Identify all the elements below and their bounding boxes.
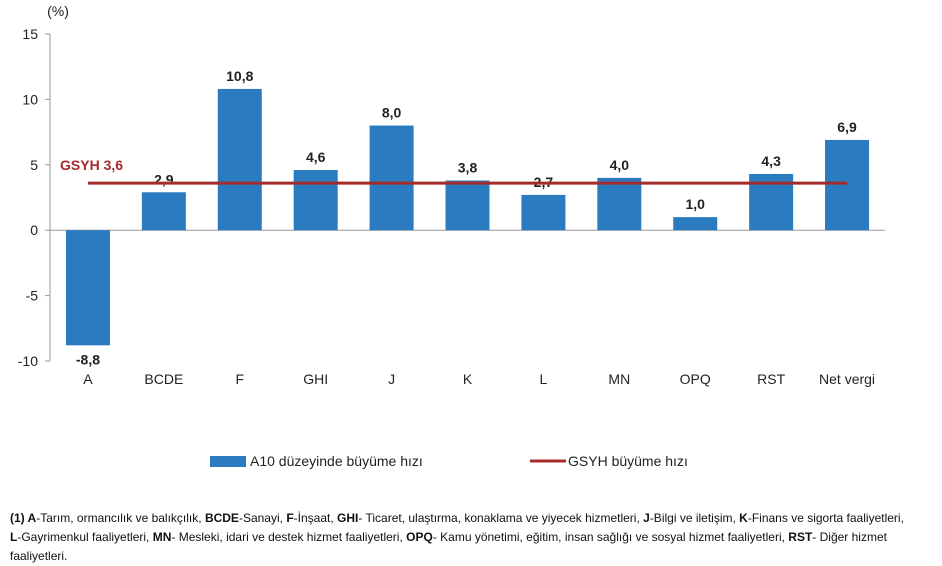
footnote-text: - Mesleki, idari ve destek hizmet faaliy…: [171, 530, 407, 544]
y-tick-label: 5: [30, 157, 38, 173]
bar-bcde: [141, 192, 186, 231]
data-label: 4,3: [761, 153, 781, 169]
footnote-text: -Bilgi ve iletişim,: [649, 511, 740, 525]
data-label: -8,8: [76, 351, 100, 367]
x-tick-label: J: [388, 371, 395, 387]
footnote-text: -Gayrimenkul faaliyetleri,: [17, 530, 153, 544]
data-label: 6,9: [837, 119, 857, 135]
bar-mn: [597, 177, 642, 231]
data-label: 8,0: [382, 105, 402, 121]
footnote-text: - Diğer hizmet faaliyetleri.: [10, 530, 887, 563]
legend-bar-label: A10 düzeyinde büyüme hızı: [250, 453, 423, 469]
y-tick-label: 10: [22, 91, 38, 107]
footnote-code: OPQ: [406, 530, 433, 544]
bar-ghi: [293, 170, 338, 231]
footnote-code: L: [10, 530, 18, 544]
bar-net-vergi: [825, 139, 870, 231]
x-tick-label: RST: [757, 371, 785, 387]
footnote-code: RST: [788, 530, 813, 544]
x-tick-label: L: [540, 371, 548, 387]
legend-line-label: GSYH büyüme hızı: [568, 453, 688, 469]
footnote-code: GHI: [337, 511, 359, 525]
footnote-code: (1) A: [10, 511, 37, 525]
x-tick-label: BCDE: [144, 371, 183, 387]
x-tick-label: MN: [608, 371, 630, 387]
bar-f: [217, 88, 262, 231]
footnote-code: F: [286, 511, 294, 525]
y-tick-label: 15: [22, 26, 38, 42]
footnote-code: BCDE: [204, 511, 239, 525]
footnote-text: - Kamu yönetimi, eğitim, insan sağlığı v…: [432, 530, 789, 544]
footnote-text: -Sanayi,: [238, 511, 287, 525]
x-tick-label: K: [463, 371, 473, 387]
footnote: (1) A-Tarım, ormancılık ve balıkçılık, B…: [10, 509, 910, 566]
footnote-text: -İnşaat,: [293, 511, 338, 525]
bar-a: [65, 230, 110, 346]
bar-chart: (%) 15 10 5 0 -5 -10 -8,8 A 2,9 BCDE 10,8 F 4,6 GHI 8,0…: [18, 3, 885, 469]
data-label: 3,8: [458, 159, 478, 175]
y-axis-label: (%): [47, 3, 69, 19]
data-label: 2,9: [154, 171, 174, 187]
bar-k: [445, 180, 490, 231]
x-tick-label: GHI: [303, 371, 328, 387]
x-tick-label: A: [83, 371, 93, 387]
y-tick-label: 0: [30, 222, 38, 238]
x-tick-label: Net vergi: [819, 371, 875, 387]
footnote-text: -Tarım, ormancılık ve balıkçılık,: [36, 511, 205, 525]
x-tick-label: OPQ: [680, 371, 711, 387]
y-tick-label: -5: [26, 288, 39, 304]
bar-opq: [673, 217, 718, 231]
bar-j: [369, 125, 414, 231]
footnote-code: J: [643, 511, 650, 525]
gsyh-label: GSYH 3,6: [60, 157, 123, 173]
footnote-text: -Finans ve sigorta faaliyetleri,: [747, 511, 904, 525]
bar-l: [521, 194, 566, 231]
x-tick-label: F: [235, 371, 244, 387]
data-label: 4,0: [610, 157, 630, 173]
data-label: 1,0: [685, 196, 705, 212]
data-label: 4,6: [306, 149, 326, 165]
data-label: 10,8: [226, 68, 253, 84]
legend-bar-swatch: [210, 456, 246, 467]
footnote-code: K: [739, 511, 748, 525]
footnote-text: - Ticaret, ulaştırma, konaklama ve yiyec…: [358, 511, 644, 525]
footnote-code: MN: [152, 530, 172, 544]
y-tick-label: -10: [18, 353, 38, 369]
